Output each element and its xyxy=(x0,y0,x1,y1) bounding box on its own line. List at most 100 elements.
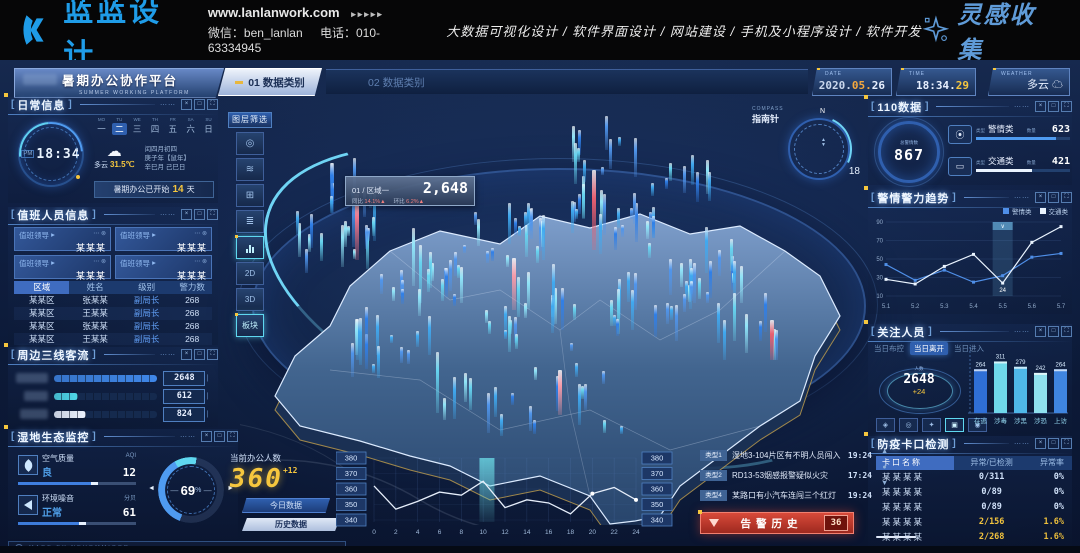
expand-icon[interactable]: ⛶ xyxy=(1061,438,1072,449)
scrollbar[interactable] xyxy=(876,536,916,538)
lock-icon[interactable]: ▣ xyxy=(945,418,964,432)
signal-layer-button[interactable]: ≋ xyxy=(236,158,264,181)
tooltip-region: 01 / 区域一 xyxy=(352,186,390,195)
tab-data-category-2[interactable]: 02 数据类别 xyxy=(368,76,425,89)
gauge-left-arrow[interactable]: ◄ xyxy=(148,485,155,492)
wechat-label: 微信： xyxy=(207,26,244,40)
grid-layer-button[interactable]: ⊞ xyxy=(236,184,264,207)
panel-title: 警情警力趋势 xyxy=(877,192,950,205)
office-delta: +12 xyxy=(282,466,298,475)
minimize-icon[interactable]: × xyxy=(181,99,192,110)
window-icon[interactable]: □ xyxy=(194,349,205,360)
air-value: 12 xyxy=(122,466,136,479)
tab-day-leave[interactable]: 当日离开 xyxy=(910,342,948,355)
table-row: 某某某某 0/311 0% xyxy=(882,472,1064,482)
duty-card[interactable]: 值班领导 ▸ ⋯ ⊗ 某某某 xyxy=(115,255,212,281)
tab-day-control[interactable]: 当日布控 xyxy=(874,344,904,353)
window-icon[interactable]: □ xyxy=(1048,101,1059,112)
panel-title: 防疫卡口检测 xyxy=(877,438,950,451)
expand-icon[interactable]: ⛶ xyxy=(207,209,218,220)
panel-duty-staff: [值班人员信息] ⋯⋯ × □ ⛶ 值班领导 ▸ ⋯ ⊗ 某某某 值班领导 ▸ ⋯ ⊗ 某某某 … xyxy=(8,207,218,345)
duty-card[interactable]: 值班领导 ▸ ⋯ ⊗ 某某某 xyxy=(115,227,212,253)
expand-icon[interactable]: ⛶ xyxy=(1061,192,1072,203)
window-icon[interactable]: □ xyxy=(1048,326,1059,337)
duty-card[interactable]: 值班领导 ▸ ⋯ ⊗ 某某某 xyxy=(14,255,111,281)
window-icon[interactable]: □ xyxy=(194,209,205,220)
tabstrip: 02 数据类别 xyxy=(326,69,808,94)
alert-tag: 类型2 xyxy=(700,470,727,481)
yoy-value: 14.1%▲ xyxy=(364,199,386,205)
dashboard: 01 / 区域一 2,648 同比 14.1%▲ 环比 6.2%▲ COMPAS… xyxy=(0,60,1080,553)
minimize-icon[interactable]: × xyxy=(1035,101,1046,112)
expand-icon[interactable]: ⛶ xyxy=(1061,326,1072,337)
minimize-icon[interactable]: × xyxy=(1035,192,1046,203)
alert-scroller: ▲ ● ▼ xyxy=(881,448,888,487)
window-icon[interactable]: □ xyxy=(194,99,205,110)
svg-text:涉恐: 涉恐 xyxy=(1034,416,1048,425)
humidity-gauge: — 69% — ◄ ► xyxy=(148,457,234,523)
temperature: 31.5℃ xyxy=(109,160,135,169)
expand-icon[interactable]: ⛶ xyxy=(207,349,218,360)
alert-row[interactable]: 类型1 湿地3-104片区有不明人员闯入 19:24 xyxy=(700,448,872,463)
today-data-button[interactable]: 今日数据 xyxy=(242,498,330,513)
air-quality-item: 空气质量 AQI 良 12 xyxy=(18,453,136,485)
gauge-label: 总警情数 xyxy=(900,140,918,145)
block-layer-button[interactable]: 板块 xyxy=(235,313,264,337)
compass-dial xyxy=(788,118,850,180)
window-icon[interactable]: □ xyxy=(214,431,225,442)
duty-card[interactable]: 值班领导 ▸ ⋯ ⊗ 某某某 xyxy=(14,227,111,253)
alert-time: 19:24 xyxy=(847,491,872,500)
tab-data-category-1[interactable]: 01 数据类别 xyxy=(218,68,322,96)
svg-text:360: 360 xyxy=(345,485,358,494)
wechat-id: ben_lanlan xyxy=(243,26,303,40)
2d-layer-button[interactable]: 2D xyxy=(236,262,264,285)
checkpoint-table: 卡口名称 异常/已检测 异常率 某某某某 0/311 0% 某某某某 0/89 0% 某某某… xyxy=(876,456,1072,545)
expand-icon[interactable]: ⛶ xyxy=(207,99,218,110)
star-icon[interactable]: ✦ xyxy=(922,418,941,432)
alert-list: 类型1 湿地3-104片区有不明人员闯入 19:24 类型2 RD13-53烟感报警疑… xyxy=(698,448,888,534)
minimize-icon[interactable]: × xyxy=(1035,326,1046,337)
svg-text:264: 264 xyxy=(1055,362,1066,368)
minimize-icon[interactable]: × xyxy=(1035,438,1046,449)
alert-time: 17:24 xyxy=(847,471,872,480)
alert-row[interactable]: 类型4 某路口有小汽车连闯三个红灯 19:24 xyxy=(700,488,872,503)
scroll-down-icon[interactable]: ▼ xyxy=(881,480,888,487)
minimize-icon[interactable]: × xyxy=(201,431,212,442)
table-row: 某某某某 0/89 0% xyxy=(882,502,1064,512)
expand-icon[interactable]: ⛶ xyxy=(1061,101,1072,112)
camera-layer-button[interactable]: ◎ xyxy=(236,132,264,155)
chart-layer-button[interactable] xyxy=(235,235,264,259)
scroll-up-icon[interactable]: ▲ xyxy=(881,448,888,455)
minimize-icon[interactable]: × xyxy=(181,349,192,360)
pause-icon[interactable]: ● xyxy=(882,464,887,471)
panel-title: 值班人员信息 xyxy=(17,209,90,222)
alert-row[interactable]: 类型2 RD13-53烟感报警疑似火灾 17:24 xyxy=(700,468,872,483)
panel-eco-monitor: [湿地生态监控] ⋯⋯ × □ ⛶ 空气质量 AQI 良 12 环境噪音 分贝 正常 61 — … xyxy=(4,425,238,539)
person-icon[interactable]: ◎ xyxy=(899,418,918,432)
minimize-icon[interactable]: × xyxy=(181,209,192,220)
corner-tick xyxy=(817,68,820,70)
inspiration-collect[interactable]: 灵感收集 xyxy=(922,0,1054,65)
expand-icon[interactable]: ⛶ xyxy=(227,431,238,442)
tooltip-value: 2,648 xyxy=(422,179,468,197)
panel-title: 日常信息 xyxy=(17,99,66,112)
history-data-button[interactable]: 历史数据 xyxy=(242,518,340,531)
noise-status: 正常 xyxy=(42,508,62,519)
window-icon[interactable]: □ xyxy=(1048,192,1059,203)
sparkle-icon xyxy=(922,15,949,43)
alert-history-button[interactable]: 告警历史 36 xyxy=(698,510,854,534)
window-icon[interactable]: □ xyxy=(1048,438,1059,449)
gauge-value: 69 xyxy=(180,482,196,498)
services-text: 大数据可视化设计 / 软件界面设计 / 网站建设 / 手机及小程序设计 / 软件… xyxy=(446,23,922,39)
focus-bar-chart: 264 在逃 311 涉毒 279 涉黑 242 涉恐 264 上访 xyxy=(968,347,1068,425)
collect-label: 灵感收集 xyxy=(957,2,1036,64)
3d-layer-button[interactable]: 3D xyxy=(236,288,264,311)
alert-time: 19:24 xyxy=(847,451,872,460)
website-link[interactable]: www.lanlanwork.com xyxy=(207,5,340,20)
camera-icon[interactable]: ◈ xyxy=(876,418,895,432)
layer-filter-title: 图层筛选 xyxy=(228,112,272,128)
cloud-icon: ☁ xyxy=(1052,79,1063,91)
list-layer-button[interactable]: ≣ xyxy=(236,210,264,233)
corner-tick xyxy=(993,68,996,70)
